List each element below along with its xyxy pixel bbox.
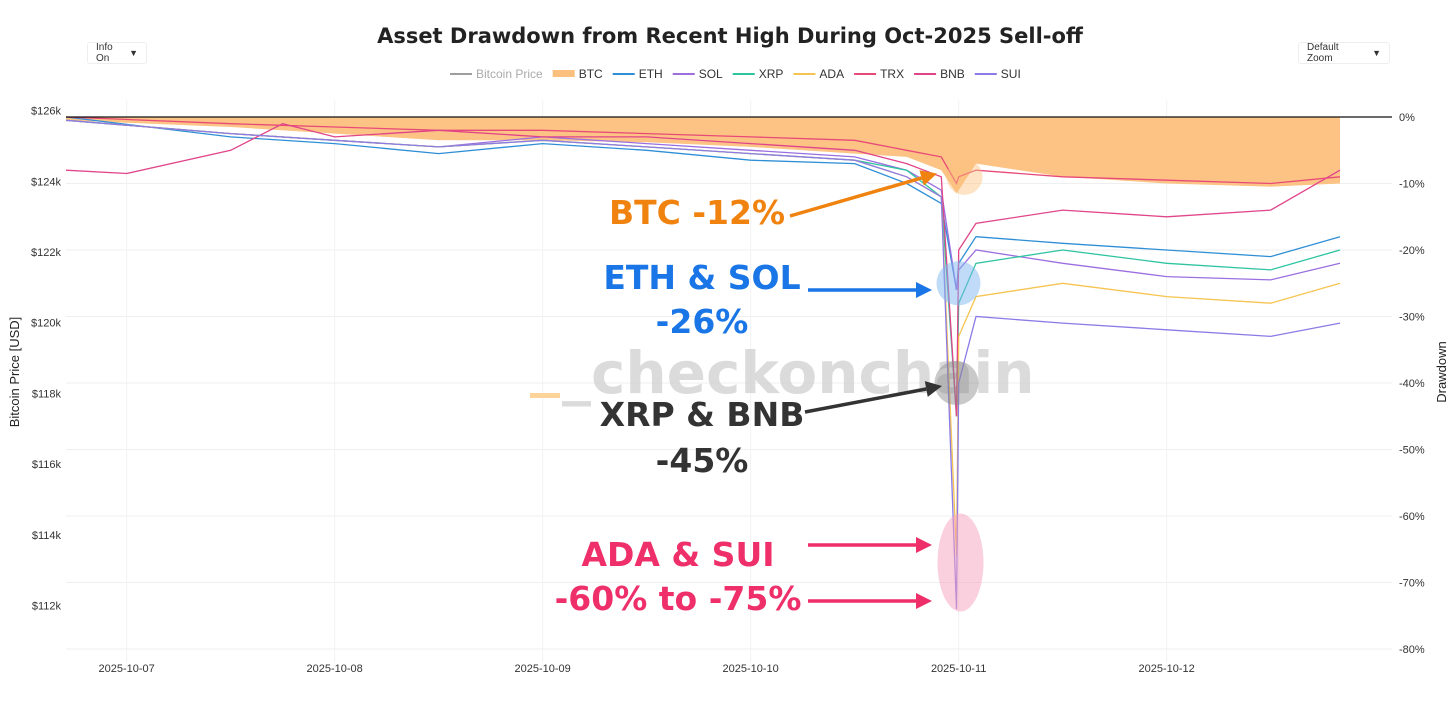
legend-label: SOL: [699, 67, 723, 81]
right-tick-label: -50%: [1399, 445, 1425, 457]
highlight-circle: [946, 158, 983, 195]
series-line-bnb: [65, 123, 1341, 417]
annotation-text: ADA & SUI: [581, 535, 774, 574]
annotation-text: BTC -12%: [609, 193, 785, 232]
annotation-4: ADA & SUI -60% to -75%: [555, 513, 984, 618]
arrow-head: [916, 593, 932, 609]
watermark-mark: [530, 393, 560, 398]
legend-item-bnb[interactable]: BNB: [914, 67, 965, 81]
annotation-text: -45%: [656, 441, 749, 480]
legend-label: ADA: [819, 67, 844, 81]
legend-label: XRP: [759, 67, 784, 81]
grid: [66, 100, 1392, 662]
arrow-shaft: [804, 387, 927, 414]
left-tick-label: $116k: [32, 459, 62, 471]
legend-item-bitcoin-price[interactable]: Bitcoin Price: [450, 67, 543, 81]
series-line-trx: [65, 116, 1341, 186]
chevron-down-icon: ▼: [1372, 48, 1381, 58]
right-tick-label: -60%: [1399, 511, 1425, 523]
right-tick-label: -20%: [1399, 245, 1425, 257]
annotation-text: -26%: [656, 302, 749, 341]
x-tick-label: 2025-10-08: [307, 663, 363, 675]
series-line-sui: [65, 119, 1341, 610]
annotation-3: XRP & BNB -45%: [600, 361, 979, 480]
legend-label: SUI: [1001, 67, 1021, 81]
annotation-2: ETH & SOL -26%: [603, 258, 981, 341]
left-tick-label: $118k: [32, 388, 62, 400]
right-tick-label: -80%: [1399, 644, 1425, 656]
legend-item-eth[interactable]: ETH: [612, 67, 663, 81]
legend-label: BTC: [579, 67, 603, 81]
x-tick-label: 2025-10-11: [931, 663, 986, 675]
info-dropdown-label: Info On: [96, 42, 113, 64]
legend-item-ada[interactable]: ADA: [793, 67, 844, 81]
info-dropdown[interactable]: Info On ▼: [87, 42, 147, 64]
zoom-dropdown[interactable]: Default Zoom ▼: [1298, 42, 1390, 64]
right-tick-label: -70%: [1399, 578, 1425, 590]
legend-label: Bitcoin Price: [476, 67, 543, 81]
legend-item-trx[interactable]: TRX: [854, 67, 904, 81]
left-axis-label: Bitcoin Price [USD]: [7, 317, 22, 428]
arrow-head: [924, 381, 942, 397]
legend[interactable]: Bitcoin Price BTC ETH SOL XRP ADA TRX BNB SUI: [450, 67, 1021, 81]
left-tick-label: $112k: [32, 600, 62, 612]
right-tick-label: 0%: [1399, 112, 1415, 124]
annotation-text: ETH & SOL: [603, 258, 800, 297]
arrow-head: [916, 282, 932, 298]
arrow-shaft: [789, 176, 923, 218]
right-tick-label: -40%: [1399, 378, 1425, 390]
left-tick-label: $114k: [32, 530, 62, 542]
x-tick-label: 2025-10-10: [723, 663, 779, 675]
plot-area: [65, 116, 1341, 610]
highlight-circle: [934, 361, 979, 405]
right-tick-label: -10%: [1399, 179, 1425, 191]
annotation-text: XRP & BNB: [600, 395, 805, 434]
legend-label: BNB: [940, 67, 965, 81]
right-axis-label: Drawdown: [1434, 341, 1449, 402]
arrow-head: [916, 537, 932, 553]
chevron-down-icon: ▼: [129, 48, 138, 58]
legend-swatch: [552, 70, 575, 77]
legend-item-sui[interactable]: SUI: [974, 67, 1021, 81]
left-tick-label: $122k: [31, 247, 61, 259]
right-tick-label: -30%: [1399, 312, 1425, 324]
annotation-1: BTC -12%: [609, 158, 983, 232]
left-tick-label: $120k: [31, 318, 61, 330]
highlight-ellipse: [937, 513, 984, 612]
x-tick-label: 2025-10-07: [99, 663, 155, 675]
arrow-head: [919, 170, 937, 186]
x-tick-label: 2025-10-12: [1139, 663, 1195, 675]
axes: 0% -10% -20% -30% -40% -50% -60% -70% -80% $126k $…: [31, 106, 1425, 675]
legend-label: TRX: [880, 67, 904, 81]
left-tick-label: $126k: [31, 106, 61, 118]
legend-item-sol[interactable]: SOL: [672, 67, 723, 81]
x-tick-label: 2025-10-09: [515, 663, 571, 675]
annotations: BTC -12% ETH & SOL -26% XRP & BNB -45% ADA & …: [555, 158, 984, 618]
series-area-btc: [66, 117, 1340, 194]
left-tick-label: $124k: [31, 176, 61, 188]
zoom-dropdown-label: Default Zoom: [1307, 42, 1339, 64]
highlight-circle: [936, 261, 981, 306]
legend-label: ETH: [639, 67, 663, 81]
legend-item-btc[interactable]: BTC: [552, 67, 603, 81]
legend-item-xrp[interactable]: XRP: [732, 67, 784, 81]
annotation-text: -60% to -75%: [555, 579, 802, 618]
chart-title: Asset Drawdown from Recent High During O…: [377, 24, 1084, 48]
